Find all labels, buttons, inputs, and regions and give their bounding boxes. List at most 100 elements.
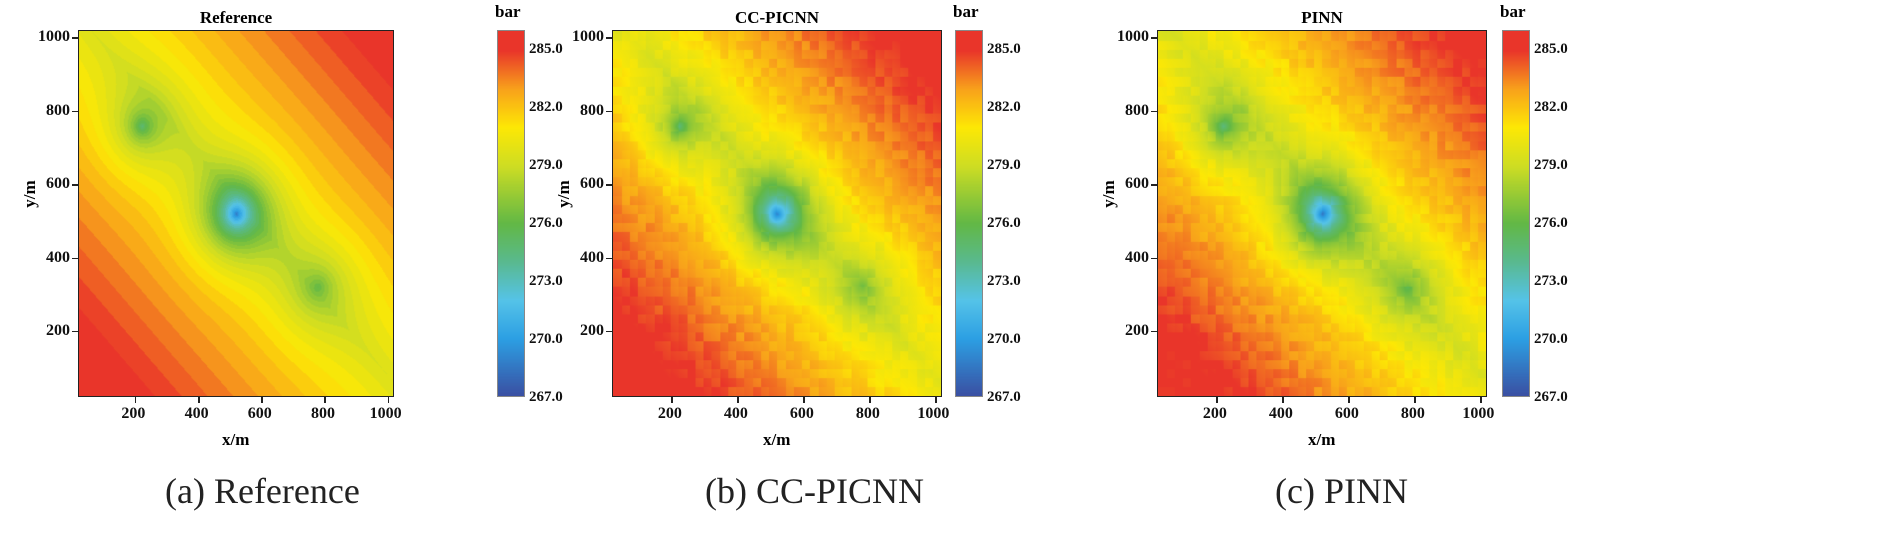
x-tick-mark — [1216, 397, 1218, 403]
y-tick-label: 400 — [1125, 248, 1149, 266]
y-tick-label: 800 — [1125, 101, 1149, 119]
y-tick-mark — [72, 110, 78, 113]
y-tick-mark — [72, 37, 78, 39]
y-tick-label: 400 — [46, 248, 70, 266]
x-tick-mark — [737, 397, 739, 403]
x-tick-mark — [198, 397, 200, 403]
x-tick-label: 1000 — [1462, 405, 1495, 422]
x-tick-mark — [324, 397, 326, 403]
colorbar-tick-label: 276.0 — [1534, 215, 1568, 232]
x-tick-label: 600 — [247, 405, 272, 422]
x-tick-mark — [869, 397, 871, 403]
x-tick-label: 200 — [1202, 405, 1227, 422]
x-tick-label: 1000 — [917, 405, 950, 422]
x-axis-label: x/m — [763, 430, 791, 449]
x-tick-label: 200 — [121, 405, 146, 422]
y-tick-label: 400 — [580, 248, 604, 266]
x-tick-mark — [261, 397, 263, 403]
y-tick-label: 600 — [1125, 175, 1149, 193]
colorbar-tick-label: 282.0 — [1534, 99, 1568, 116]
heatmap-canvas — [1158, 31, 1486, 396]
x-axis-label: x/m — [1308, 430, 1336, 449]
x-tick-mark — [387, 397, 390, 403]
x-tick-label: 600 — [789, 405, 814, 422]
colorbar-tick-label: 270.0 — [1534, 331, 1568, 348]
y-tick-mark — [72, 257, 78, 260]
y-tick-mark — [606, 330, 612, 333]
x-tick-label: 400 — [723, 405, 748, 422]
y-tick-label: 200 — [46, 321, 70, 339]
colorbar-label: bar — [953, 2, 979, 21]
colorbar-tick-label: 282.0 — [529, 99, 563, 116]
y-tick-label: 1000 — [38, 28, 70, 46]
colorbar-tick-label: 270.0 — [529, 331, 563, 348]
y-tick-label: 200 — [580, 321, 604, 339]
x-tick-label: 800 — [855, 405, 880, 422]
colorbar-canvas — [1503, 31, 1529, 396]
x-tick-mark — [1480, 397, 1482, 403]
x-tick-label: 600 — [1334, 405, 1359, 422]
y-tick-label: 200 — [1125, 321, 1149, 339]
x-tick-label: 400 — [1268, 405, 1293, 422]
heatmap-plot — [1157, 30, 1487, 397]
panel-caption: (b) CC-PICNN — [705, 471, 925, 511]
y-tick-mark — [606, 257, 612, 260]
chart-title: CC-PICNN — [734, 8, 820, 27]
colorbar — [497, 30, 525, 397]
colorbar-tick-label: 276.0 — [987, 215, 1021, 232]
colorbar-label: bar — [495, 2, 521, 21]
x-tick-mark — [1348, 397, 1350, 403]
x-tick-label: 1000 — [369, 405, 402, 422]
x-tick-label: 800 — [1400, 405, 1425, 422]
colorbar-tick-label: 267.0 — [529, 389, 563, 405]
heatmap-canvas — [79, 31, 393, 396]
colorbar-canvas — [498, 31, 524, 396]
y-tick-mark — [606, 37, 612, 39]
y-tick-mark — [606, 110, 612, 113]
y-tick-label: 1000 — [572, 28, 604, 46]
panel-caption: (a) Reference — [165, 471, 360, 511]
y-tick-mark — [1151, 330, 1157, 333]
colorbar-tick-label: 285.0 — [1534, 41, 1568, 58]
chart-title: PINN — [1301, 8, 1343, 27]
colorbar-tick-label: 279.0 — [987, 157, 1021, 174]
x-tick-label: 800 — [310, 405, 335, 422]
x-tick-mark — [803, 397, 805, 403]
chart-title: Reference — [199, 8, 273, 27]
colorbar-tick-label: 282.0 — [987, 99, 1021, 116]
colorbar-tick-label: 267.0 — [987, 389, 1021, 405]
y-tick-mark — [72, 184, 78, 186]
y-tick-label: 600 — [46, 175, 70, 193]
y-tick-label: 800 — [46, 101, 70, 119]
colorbar-label: bar — [1500, 2, 1526, 21]
x-tick-label: 200 — [657, 405, 682, 422]
heatmap-canvas — [613, 31, 941, 396]
panel-caption: (c) PINN — [1275, 471, 1408, 511]
x-tick-mark — [671, 397, 673, 403]
colorbar-tick-label: 285.0 — [529, 41, 563, 58]
y-tick-mark — [1151, 110, 1157, 113]
colorbar-tick-label: 273.0 — [1534, 273, 1568, 290]
colorbar-tick-label: 273.0 — [529, 273, 563, 290]
x-tick-mark — [1282, 397, 1284, 403]
colorbar-tick-label: 276.0 — [529, 215, 563, 232]
colorbar — [1502, 30, 1530, 397]
y-tick-label: 600 — [580, 175, 604, 193]
colorbar — [955, 30, 983, 397]
y-tick-mark — [72, 330, 78, 333]
colorbar-tick-label: 267.0 — [1534, 389, 1568, 405]
x-tick-mark — [134, 397, 137, 403]
y-axis-label: y/m — [1099, 180, 1118, 208]
y-tick-label: 800 — [580, 101, 604, 119]
x-axis-label: x/m — [222, 430, 250, 449]
colorbar-tick-label: 279.0 — [529, 157, 563, 174]
colorbar-tick-label: 279.0 — [1534, 157, 1568, 174]
colorbar-tick-label: 273.0 — [987, 273, 1021, 290]
heatmap-plot — [612, 30, 942, 397]
colorbar-tick-label: 285.0 — [987, 41, 1021, 58]
x-tick-mark — [1414, 397, 1416, 403]
y-tick-mark — [1151, 37, 1157, 39]
y-tick-mark — [1151, 184, 1157, 186]
y-tick-mark — [606, 184, 612, 186]
y-axis-label: y/m — [20, 180, 39, 208]
